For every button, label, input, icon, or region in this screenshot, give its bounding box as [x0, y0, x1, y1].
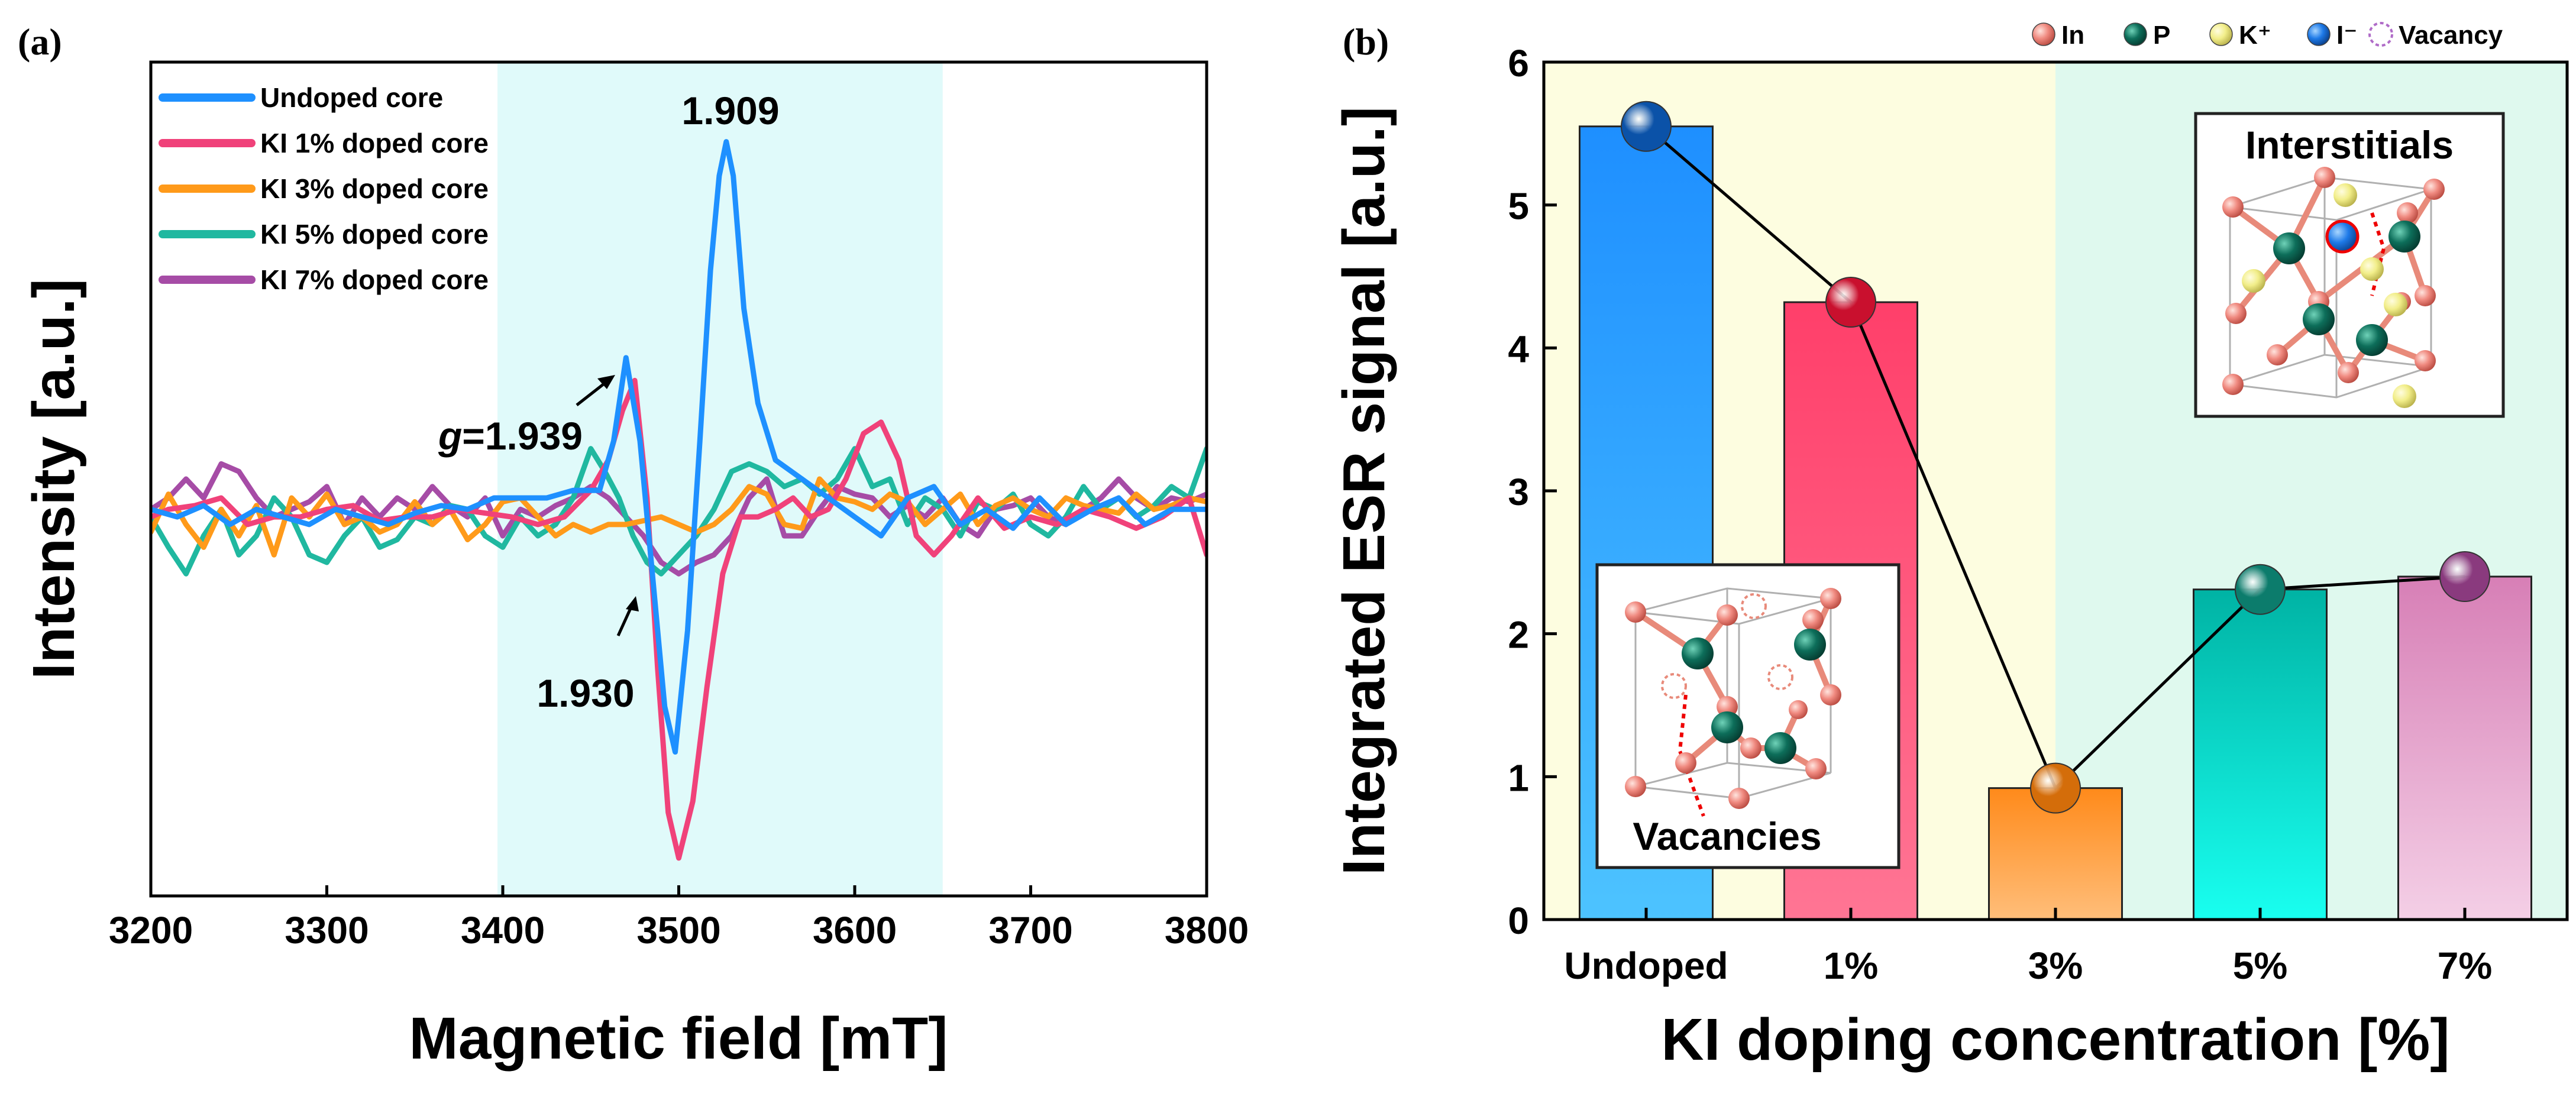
- legend-atom-i: [2307, 22, 2331, 46]
- y-tick-label: 0: [1508, 899, 1529, 942]
- y-tick-label: 2: [1508, 614, 1529, 656]
- inset-frame-interstitials: [2194, 112, 2505, 418]
- y-tick-label: 5: [1508, 185, 1529, 228]
- legend-a: Undoped core KI 1% doped core KI 3% doped …: [159, 82, 489, 295]
- x-tick-label: 3%: [2028, 944, 2083, 987]
- marker-7: [2439, 551, 2490, 602]
- x-tick-label: 7%: [2438, 944, 2493, 987]
- g-value: =1.939: [462, 414, 583, 458]
- legend-atom-label: P: [2153, 21, 2170, 50]
- x-tick-label: 5%: [2233, 944, 2288, 987]
- markers: [1621, 101, 2490, 814]
- series-line-ki-7-doped-core: [151, 461, 1207, 577]
- legend-atom-in: [2032, 22, 2055, 46]
- marker-3: [2030, 762, 2081, 814]
- atom-legend: In P K⁺ I⁻ Vacancy: [2032, 21, 2503, 50]
- x-axis-title-a: Magnetic field [mT]: [409, 1005, 948, 1072]
- bar-7: [2397, 575, 2532, 921]
- legend-label: KI 1% doped core: [260, 128, 489, 158]
- y-axis-title-b: Integrated ESR signal [a.u.]: [1331, 106, 1397, 875]
- x-tick-label: 3300: [285, 909, 369, 952]
- legend-atom-label: In: [2061, 21, 2084, 50]
- x-axis-a: 3200 3300 3400 3500 3600 3700 3800: [109, 885, 1249, 952]
- marker-undoped: [1621, 101, 1672, 152]
- legend-label: Undoped core: [260, 82, 443, 113]
- peak-label-1930: 1.930: [536, 671, 634, 715]
- inset-vacancies: Vacancies: [1595, 563, 1901, 869]
- peak-label-1909: 1.909: [681, 89, 779, 132]
- panel-b-label: (b): [1343, 21, 1389, 63]
- g-label-1939: g=1.939: [438, 414, 583, 458]
- legend-atom-label: I⁻: [2336, 21, 2357, 50]
- x-tick-label: Undoped: [1564, 944, 1728, 987]
- y-tick-label: 4: [1508, 328, 1529, 370]
- legend-atom-label: K⁺: [2239, 21, 2271, 50]
- inset-frame-vacancies: [1595, 563, 1901, 869]
- y-axis-title-a: Intensity [a.u.]: [21, 279, 87, 679]
- legend-label: KI 5% doped core: [260, 219, 489, 250]
- panel-a-label: (a): [18, 21, 62, 63]
- x-axis-b: Undoped 1% 3% 5% 7%: [1564, 908, 2492, 987]
- inset-interstitials: Interstitials: [2194, 112, 2505, 418]
- inset-title-interstitials: Interstitials: [2245, 123, 2454, 167]
- y-tick-label: 3: [1508, 471, 1529, 513]
- marker-5: [2235, 564, 2286, 615]
- panel-a: (a) 3200 3300 3400 3500 3600 3700 3800 Magneti…: [18, 21, 1249, 1072]
- x-tick-label: 3600: [813, 909, 897, 952]
- legend-atom-p: [2123, 22, 2147, 46]
- legend-label: KI 7% doped core: [260, 264, 489, 295]
- arrowhead-1930: [626, 596, 639, 611]
- series-group: [151, 139, 1207, 861]
- x-tick-label: 3500: [636, 909, 720, 952]
- crystal-atoms: [2222, 167, 2445, 408]
- x-tick-label: 3400: [461, 909, 545, 952]
- legend-vacancy-symbol: [2368, 22, 2393, 47]
- legend-atom-label: Vacancy: [2399, 21, 2503, 50]
- x-tick-label: 3800: [1165, 909, 1249, 952]
- inset-title-vacancies: Vacancies: [1633, 814, 1821, 858]
- x-axis-title-b: KI doping concentration [%]: [1661, 1007, 2449, 1073]
- y-tick-label: 6: [1508, 42, 1529, 85]
- y-axis-b: 0 1 2 3 4 5 6: [1508, 42, 1557, 942]
- vacancy-atoms: [1625, 588, 1841, 809]
- y-tick-label: 1: [1508, 756, 1529, 799]
- legend-atom-k: [2209, 22, 2233, 46]
- legend-label: KI 3% doped core: [260, 173, 489, 204]
- g-symbol: g: [438, 414, 462, 458]
- bar-5: [2193, 588, 2328, 921]
- marker-1: [1825, 277, 1876, 328]
- x-tick-label: 1%: [1824, 944, 1879, 987]
- arrowhead-1939: [597, 375, 615, 389]
- series-line-undoped-core: [151, 139, 1207, 755]
- panel-b: (b) 0 1 2 3 4 5 6 Undoped 1% 3% 5% 7% KI doping co…: [1331, 21, 2569, 1073]
- x-tick-label: 3700: [988, 909, 1072, 952]
- x-tick-label: 3200: [109, 909, 193, 952]
